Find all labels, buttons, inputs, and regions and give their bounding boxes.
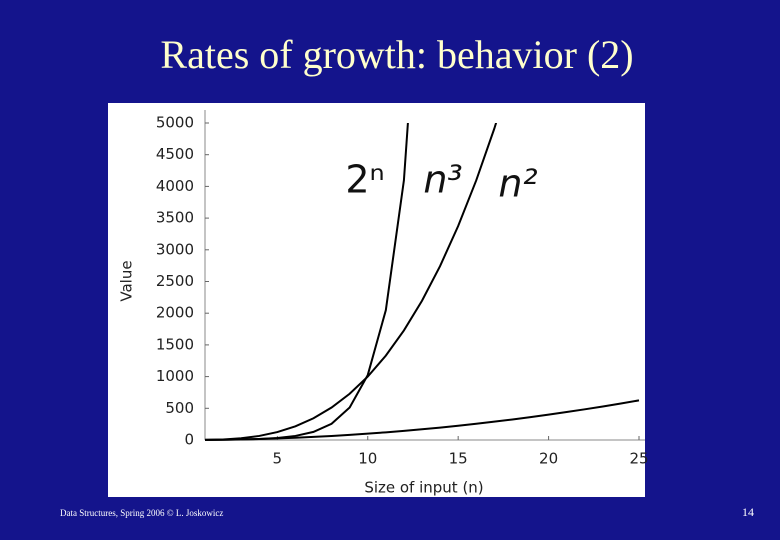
x-axis-label: Size of input (n) — [364, 479, 483, 497]
legend-label: n² — [498, 162, 537, 206]
y-tick-label: 2500 — [156, 272, 194, 290]
y-tick-label: 0 — [184, 431, 194, 449]
y-tick-label: 1500 — [156, 335, 194, 353]
legend-label: 2ⁿ — [345, 158, 384, 202]
chart: 0 500 1000 1500 2000 2500 3000 3500 4000 4500 5000… — [118, 110, 649, 497]
x-tick-label: 10 — [358, 450, 377, 468]
legend-label: n³ — [423, 158, 462, 202]
x-tick-label: 15 — [449, 450, 468, 468]
y-tick-label: 4500 — [156, 145, 194, 163]
y-tick-label: 500 — [165, 399, 194, 417]
y-tick-label: 5000 — [156, 114, 194, 132]
x-tick-label: 20 — [539, 450, 558, 468]
y-tick-label: 3500 — [156, 209, 194, 227]
slide-title: Rates of growth: behavior (2) — [160, 32, 633, 77]
chart-area — [108, 103, 645, 497]
y-tick-label: 4000 — [156, 177, 194, 195]
footer: Data Structures, Spring 2006 © L. Joskow… — [60, 508, 223, 518]
x-tick-label: 25 — [629, 450, 648, 468]
y-tick-label: 1000 — [156, 367, 194, 385]
page-number: 14 — [742, 505, 754, 519]
series-line — [205, 399, 640, 441]
x-tick-label: 5 — [273, 450, 283, 468]
series-line — [205, 123, 498, 441]
y-axis-label: Value — [118, 260, 136, 301]
plot — [205, 123, 640, 441]
y-tick-label: 2000 — [156, 304, 194, 322]
y-tick-label: 3000 — [156, 240, 194, 258]
